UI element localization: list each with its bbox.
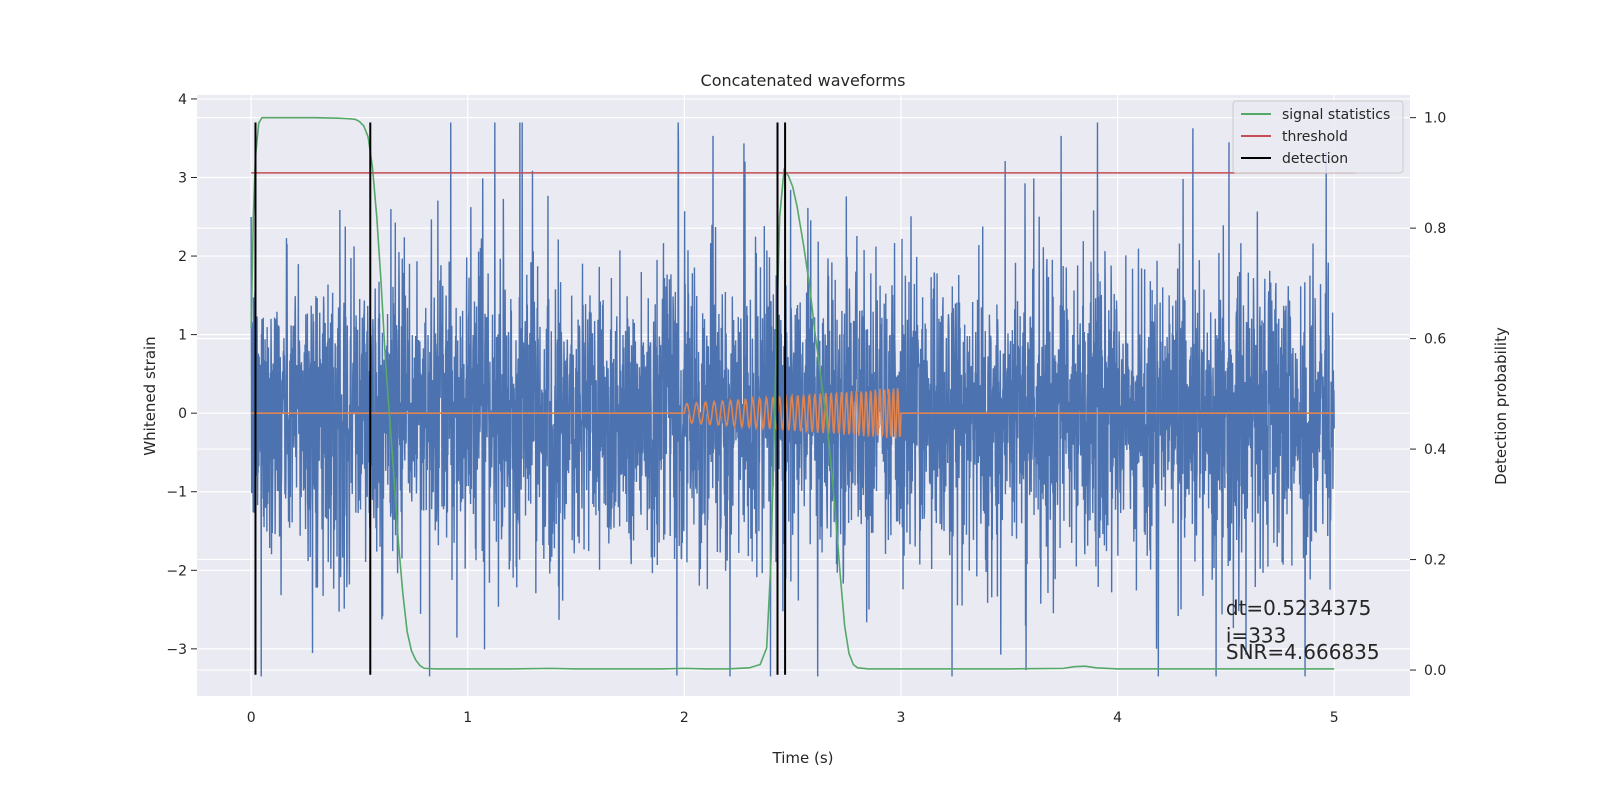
legend-label: detection [1282, 151, 1348, 167]
x-tick-label: 5 [1330, 710, 1339, 726]
annotation-text: SNR=4.666835 [1226, 640, 1380, 664]
y-right-tick-label: 0.2 [1424, 553, 1446, 569]
y-right-tick-label: 0.0 [1424, 663, 1446, 679]
y-right-tick-label: 1.0 [1424, 111, 1446, 127]
series-chirp-line [251, 388, 1335, 439]
y-tick-label: 0 [178, 406, 187, 422]
chart-title: Concatenated waveforms [701, 71, 906, 90]
axes-layer: 0 1 2 3 4 5 −3 −2 −1 0 1 2 3 4 0.0 0.2 0.4 0.6 0.8 1.0 [166, 92, 1446, 726]
legend: signal statistics threshold detection [1232, 100, 1404, 174]
y-tick-label: 1 [178, 328, 187, 344]
y-tick-label: −1 [166, 485, 187, 501]
x-tick-label: 4 [1113, 710, 1122, 726]
legend-box [1232, 100, 1404, 174]
x-axis-label: Time (s) [772, 749, 834, 767]
y-right-tick-label: 0.6 [1424, 332, 1446, 348]
y-right-tick-label: 0.4 [1424, 442, 1446, 458]
series-signal-statistics-line [250, 116, 1335, 670]
y-right-tick-label: 0.8 [1424, 221, 1446, 237]
y-tick-label: 4 [178, 92, 187, 108]
y-axis-label: Whitened strain [141, 336, 159, 455]
legend-label: threshold [1282, 129, 1348, 145]
x-tick-label: 1 [463, 710, 472, 726]
y-tick-label: −2 [166, 563, 187, 579]
series-strain-line [250, 122, 1335, 677]
y-axis-right-label: Detection probability [1492, 327, 1510, 485]
legend-label: signal statistics [1282, 107, 1390, 123]
annotation-text: dt=0.5234375 [1226, 596, 1371, 620]
plot-series-group [250, 116, 1356, 677]
x-tick-label: 2 [680, 710, 689, 726]
y-tick-label: 3 [178, 170, 187, 186]
y-tick-label: −3 [166, 642, 187, 658]
x-tick-label: 3 [897, 710, 906, 726]
annotation-text: i=333 [1226, 624, 1287, 648]
y-tick-label: 2 [178, 249, 187, 265]
series-layer [250, 116, 1356, 677]
x-tick-label: 0 [247, 710, 256, 726]
